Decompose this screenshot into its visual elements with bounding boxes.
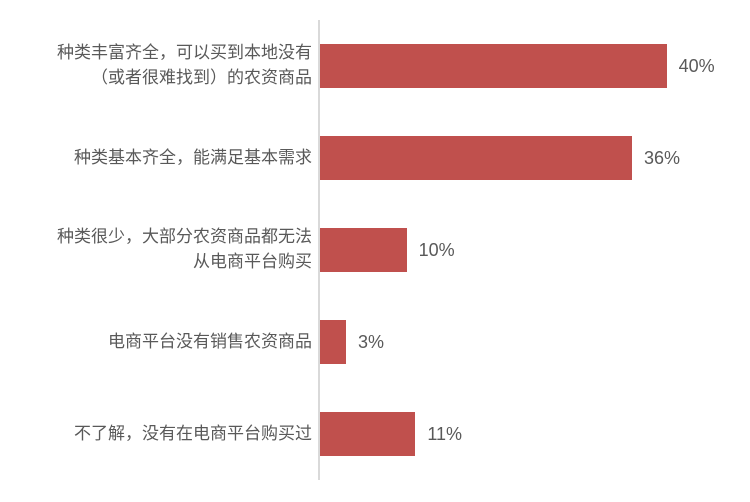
- bar-zone: 36%: [320, 112, 720, 204]
- bar-row: 种类很少，大部分农资商品都无法 从电商平台购买 10%: [0, 204, 720, 296]
- category-label: 种类很少，大部分农资商品都无法 从电商平台购买: [0, 225, 318, 274]
- bar-zone: 10%: [320, 204, 720, 296]
- category-label: 不了解，没有在电商平台购买过: [0, 422, 318, 447]
- category-label: 电商平台没有销售农资商品: [0, 330, 318, 355]
- bar-zone: 3%: [320, 296, 720, 388]
- horizontal-bar-chart: 种类丰富齐全，可以买到本地没有 （或者很难找到）的农资商品 40% 种类基本齐全…: [0, 0, 750, 502]
- bar-row: 种类基本齐全，能满足基本需求 36%: [0, 112, 720, 204]
- bar: [320, 44, 667, 88]
- bar-zone: 11%: [320, 388, 720, 480]
- bar: [320, 228, 407, 272]
- category-label: 种类基本齐全，能满足基本需求: [0, 146, 318, 171]
- bar-zone: 40%: [320, 20, 720, 112]
- bar: [320, 136, 632, 180]
- value-label: 36%: [644, 148, 680, 169]
- value-label: 11%: [427, 424, 462, 445]
- value-label: 40%: [679, 56, 715, 77]
- bar: [320, 320, 346, 364]
- value-label: 3%: [358, 332, 384, 353]
- value-label: 10%: [419, 240, 455, 261]
- bar-row: 电商平台没有销售农资商品 3%: [0, 296, 720, 388]
- bar: [320, 412, 415, 456]
- bar-row: 不了解，没有在电商平台购买过 11%: [0, 388, 720, 480]
- bar-row: 种类丰富齐全，可以买到本地没有 （或者很难找到）的农资商品 40%: [0, 20, 720, 112]
- category-label: 种类丰富齐全，可以买到本地没有 （或者很难找到）的农资商品: [0, 41, 318, 90]
